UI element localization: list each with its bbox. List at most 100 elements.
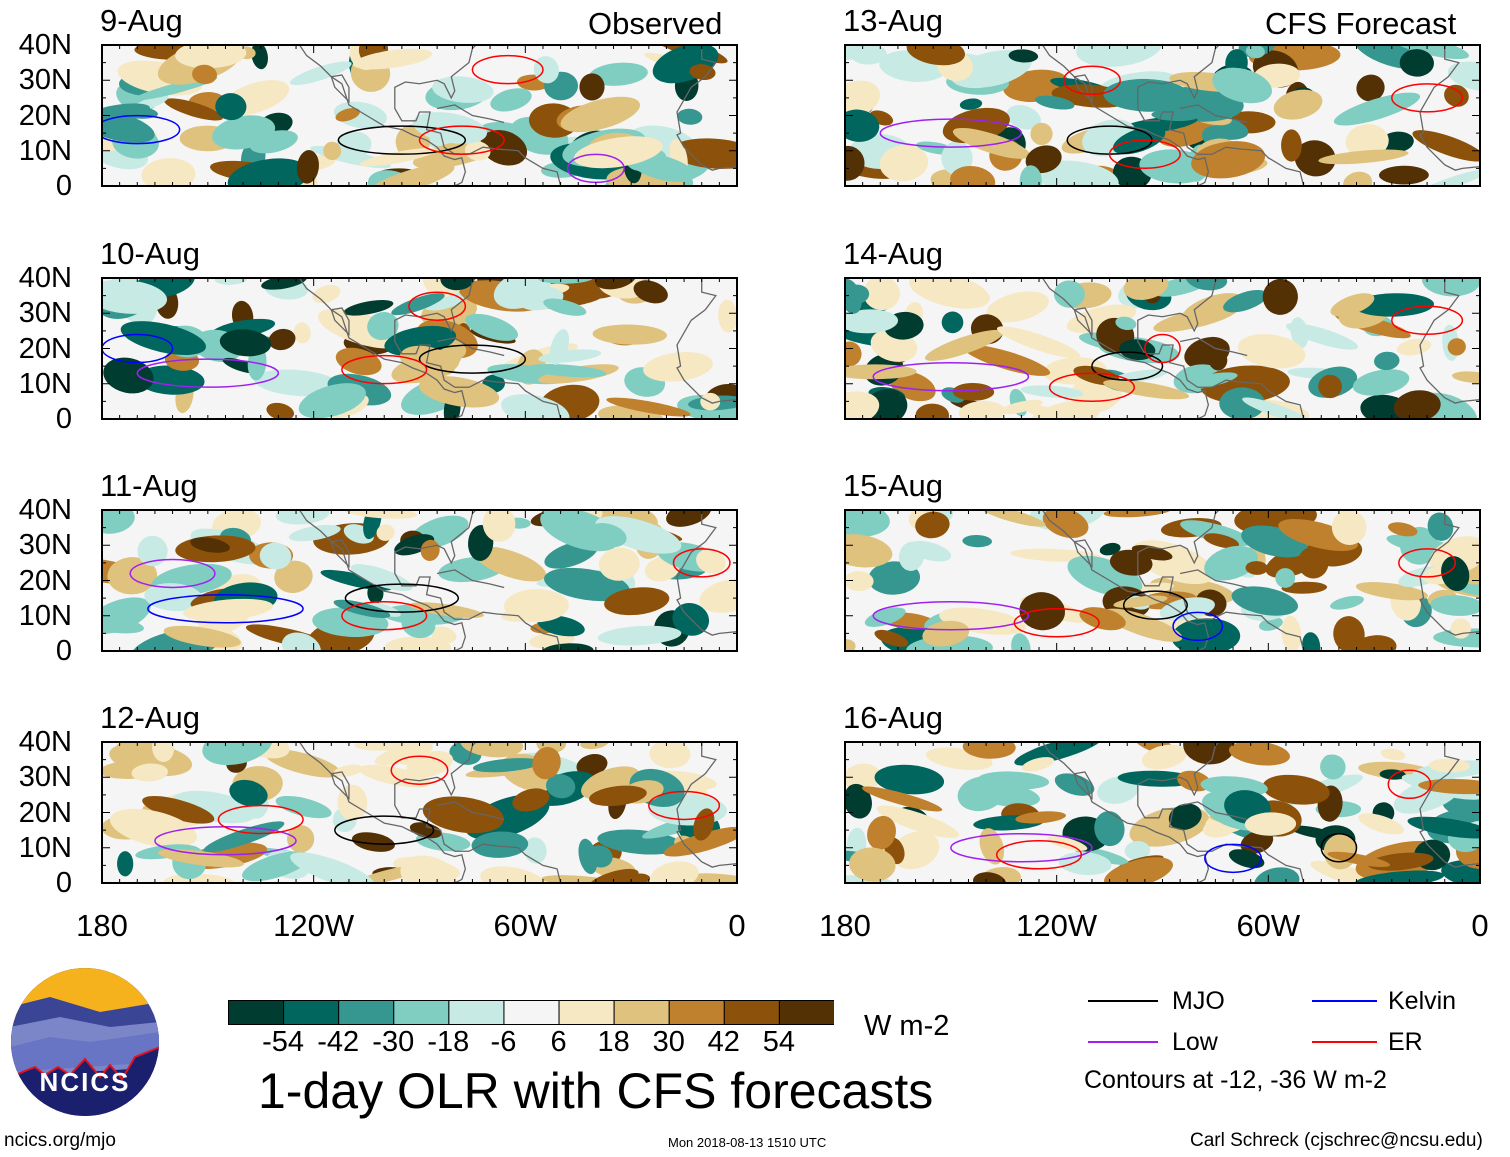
olr-anomaly-patch: [266, 402, 295, 419]
olr-anomaly-patch: [1320, 754, 1346, 780]
olr-anomaly-patch: [845, 80, 880, 119]
olr-anomaly-patch: [157, 849, 244, 868]
colorbar-swatch: [228, 1000, 285, 1025]
olr-anomaly-patch: [1103, 78, 1191, 112]
olr-anomaly-patch: [1219, 387, 1265, 419]
wave-contour: [217, 804, 304, 835]
olr-anomaly-patch: [941, 311, 964, 334]
coastline: [1419, 510, 1480, 636]
coastline: [1042, 510, 1210, 651]
coastline: [330, 74, 350, 103]
wave-contour: [648, 790, 721, 821]
olr-anomaly-patch: [906, 45, 966, 66]
panel-date: 10-Aug: [100, 236, 200, 271]
olr-anomaly-patch: [1254, 867, 1300, 883]
olr-anomaly-patch: [587, 523, 627, 548]
olr-anomaly-patch: [1117, 770, 1197, 787]
colorbar-level-label: 6: [550, 1026, 567, 1058]
olr-anomaly-patch: [323, 141, 342, 161]
coastline: [437, 569, 505, 589]
olr-anomaly-patch: [604, 587, 670, 616]
olr-anomaly-patch: [400, 855, 457, 883]
olr-anomaly-patch: [1278, 519, 1359, 552]
legend-swatch-mjo: [1088, 1000, 1158, 1002]
olr-anomaly-patch: [1343, 171, 1373, 186]
wave-contour: [1391, 305, 1464, 336]
olr-anomaly-patch: [1109, 549, 1153, 576]
colorbar-level-label: -18: [427, 1026, 470, 1058]
olr-anomaly-patch: [845, 309, 899, 334]
olr-anomaly-patch: [863, 278, 900, 311]
map-panel: [101, 277, 738, 420]
coastline: [676, 278, 737, 404]
olr-anomaly-patch: [1412, 130, 1480, 162]
olr-anomaly-patch: [532, 746, 561, 780]
coastline: [299, 45, 467, 186]
wave-contour: [1062, 65, 1121, 95]
olr-anomaly-patch: [677, 108, 703, 125]
olr-anomaly-patch: [512, 788, 550, 812]
olr-anomaly-patch: [845, 109, 880, 142]
olr-anomaly-patch: [696, 548, 726, 574]
footer-url[interactable]: ncics.org/mjo: [4, 1130, 116, 1151]
logo-text: NCICS: [40, 1067, 131, 1097]
olr-anomaly-patch: [142, 796, 215, 824]
map-panel: [844, 741, 1481, 884]
olr-anomaly-patch: [120, 321, 206, 355]
colorbar-swatch: [448, 1000, 505, 1025]
olr-anomaly-patch: [957, 776, 1005, 812]
olr-anomaly-patch: [281, 632, 321, 651]
forecast-title: CFS Forecast: [1265, 6, 1457, 41]
y-tick-label: 20N: [18, 332, 72, 365]
olr-anomaly-patch: [996, 326, 1081, 359]
olr-anomaly-patch: [549, 329, 570, 365]
olr-anomaly-patch: [1356, 74, 1385, 102]
x-tick-label: 0: [1471, 908, 1489, 943]
legend-label-mjo: MJO: [1172, 987, 1225, 1015]
olr-anomaly-patch: [573, 136, 663, 169]
olr-anomaly-patch: [1244, 812, 1297, 836]
olr-anomaly-patch: [1035, 160, 1119, 186]
coastline: [1137, 278, 1305, 419]
map-panel: [844, 509, 1481, 652]
olr-anomaly-patch: [1407, 816, 1480, 839]
olr-anomaly-patch: [628, 153, 695, 183]
olr-anomaly-patch: [1393, 390, 1441, 419]
wave-contour: [1387, 769, 1432, 800]
colorbar-level-label: -30: [372, 1026, 415, 1058]
olr-anomaly-patch: [1444, 84, 1469, 107]
olr-anomaly-patch: [876, 805, 960, 838]
colorbar-swatch: [723, 1000, 780, 1025]
olr-anomaly-patch: [1015, 811, 1067, 824]
olr-anomaly-patch: [1008, 49, 1039, 63]
wave-contour: [102, 333, 174, 364]
wave-contour: [334, 815, 435, 845]
coastline: [394, 45, 562, 186]
olr-anomaly-patch: [597, 625, 682, 646]
olr-anomaly-patch: [464, 141, 491, 161]
olr-anomaly-patch: [480, 866, 546, 883]
olr-anomaly-patch: [1318, 374, 1342, 399]
wave-contour: [872, 601, 1030, 631]
olr-anomaly-patch: [1333, 616, 1365, 651]
olr-anomaly-patch: [1076, 45, 1163, 67]
olr-anomaly-patch: [1212, 67, 1272, 104]
olr-anomaly-patch: [290, 852, 376, 883]
olr-anomaly-patch: [131, 763, 169, 782]
x-tick-label: 60W: [1236, 908, 1301, 943]
y-tick-label: 0: [55, 170, 72, 202]
olr-anomaly-patch: [1203, 533, 1239, 549]
coastline: [1419, 45, 1480, 171]
olr-anomaly-patch: [1294, 140, 1336, 177]
legend-swatch-kelvin: [1312, 1000, 1377, 1002]
olr-anomaly-patch: [367, 311, 399, 341]
olr-anomaly-patch: [1191, 141, 1266, 179]
y-tick-label: 30N: [18, 64, 72, 97]
olr-anomaly-patch: [1302, 632, 1321, 651]
olr-anomaly-patch: [214, 278, 248, 285]
olr-anomaly-patch: [422, 796, 505, 834]
olr-anomaly-patch: [432, 76, 494, 103]
olr-anomaly-patch: [1441, 556, 1470, 592]
olr-anomaly-patch: [259, 542, 292, 570]
olr-anomaly-patch: [102, 614, 144, 634]
